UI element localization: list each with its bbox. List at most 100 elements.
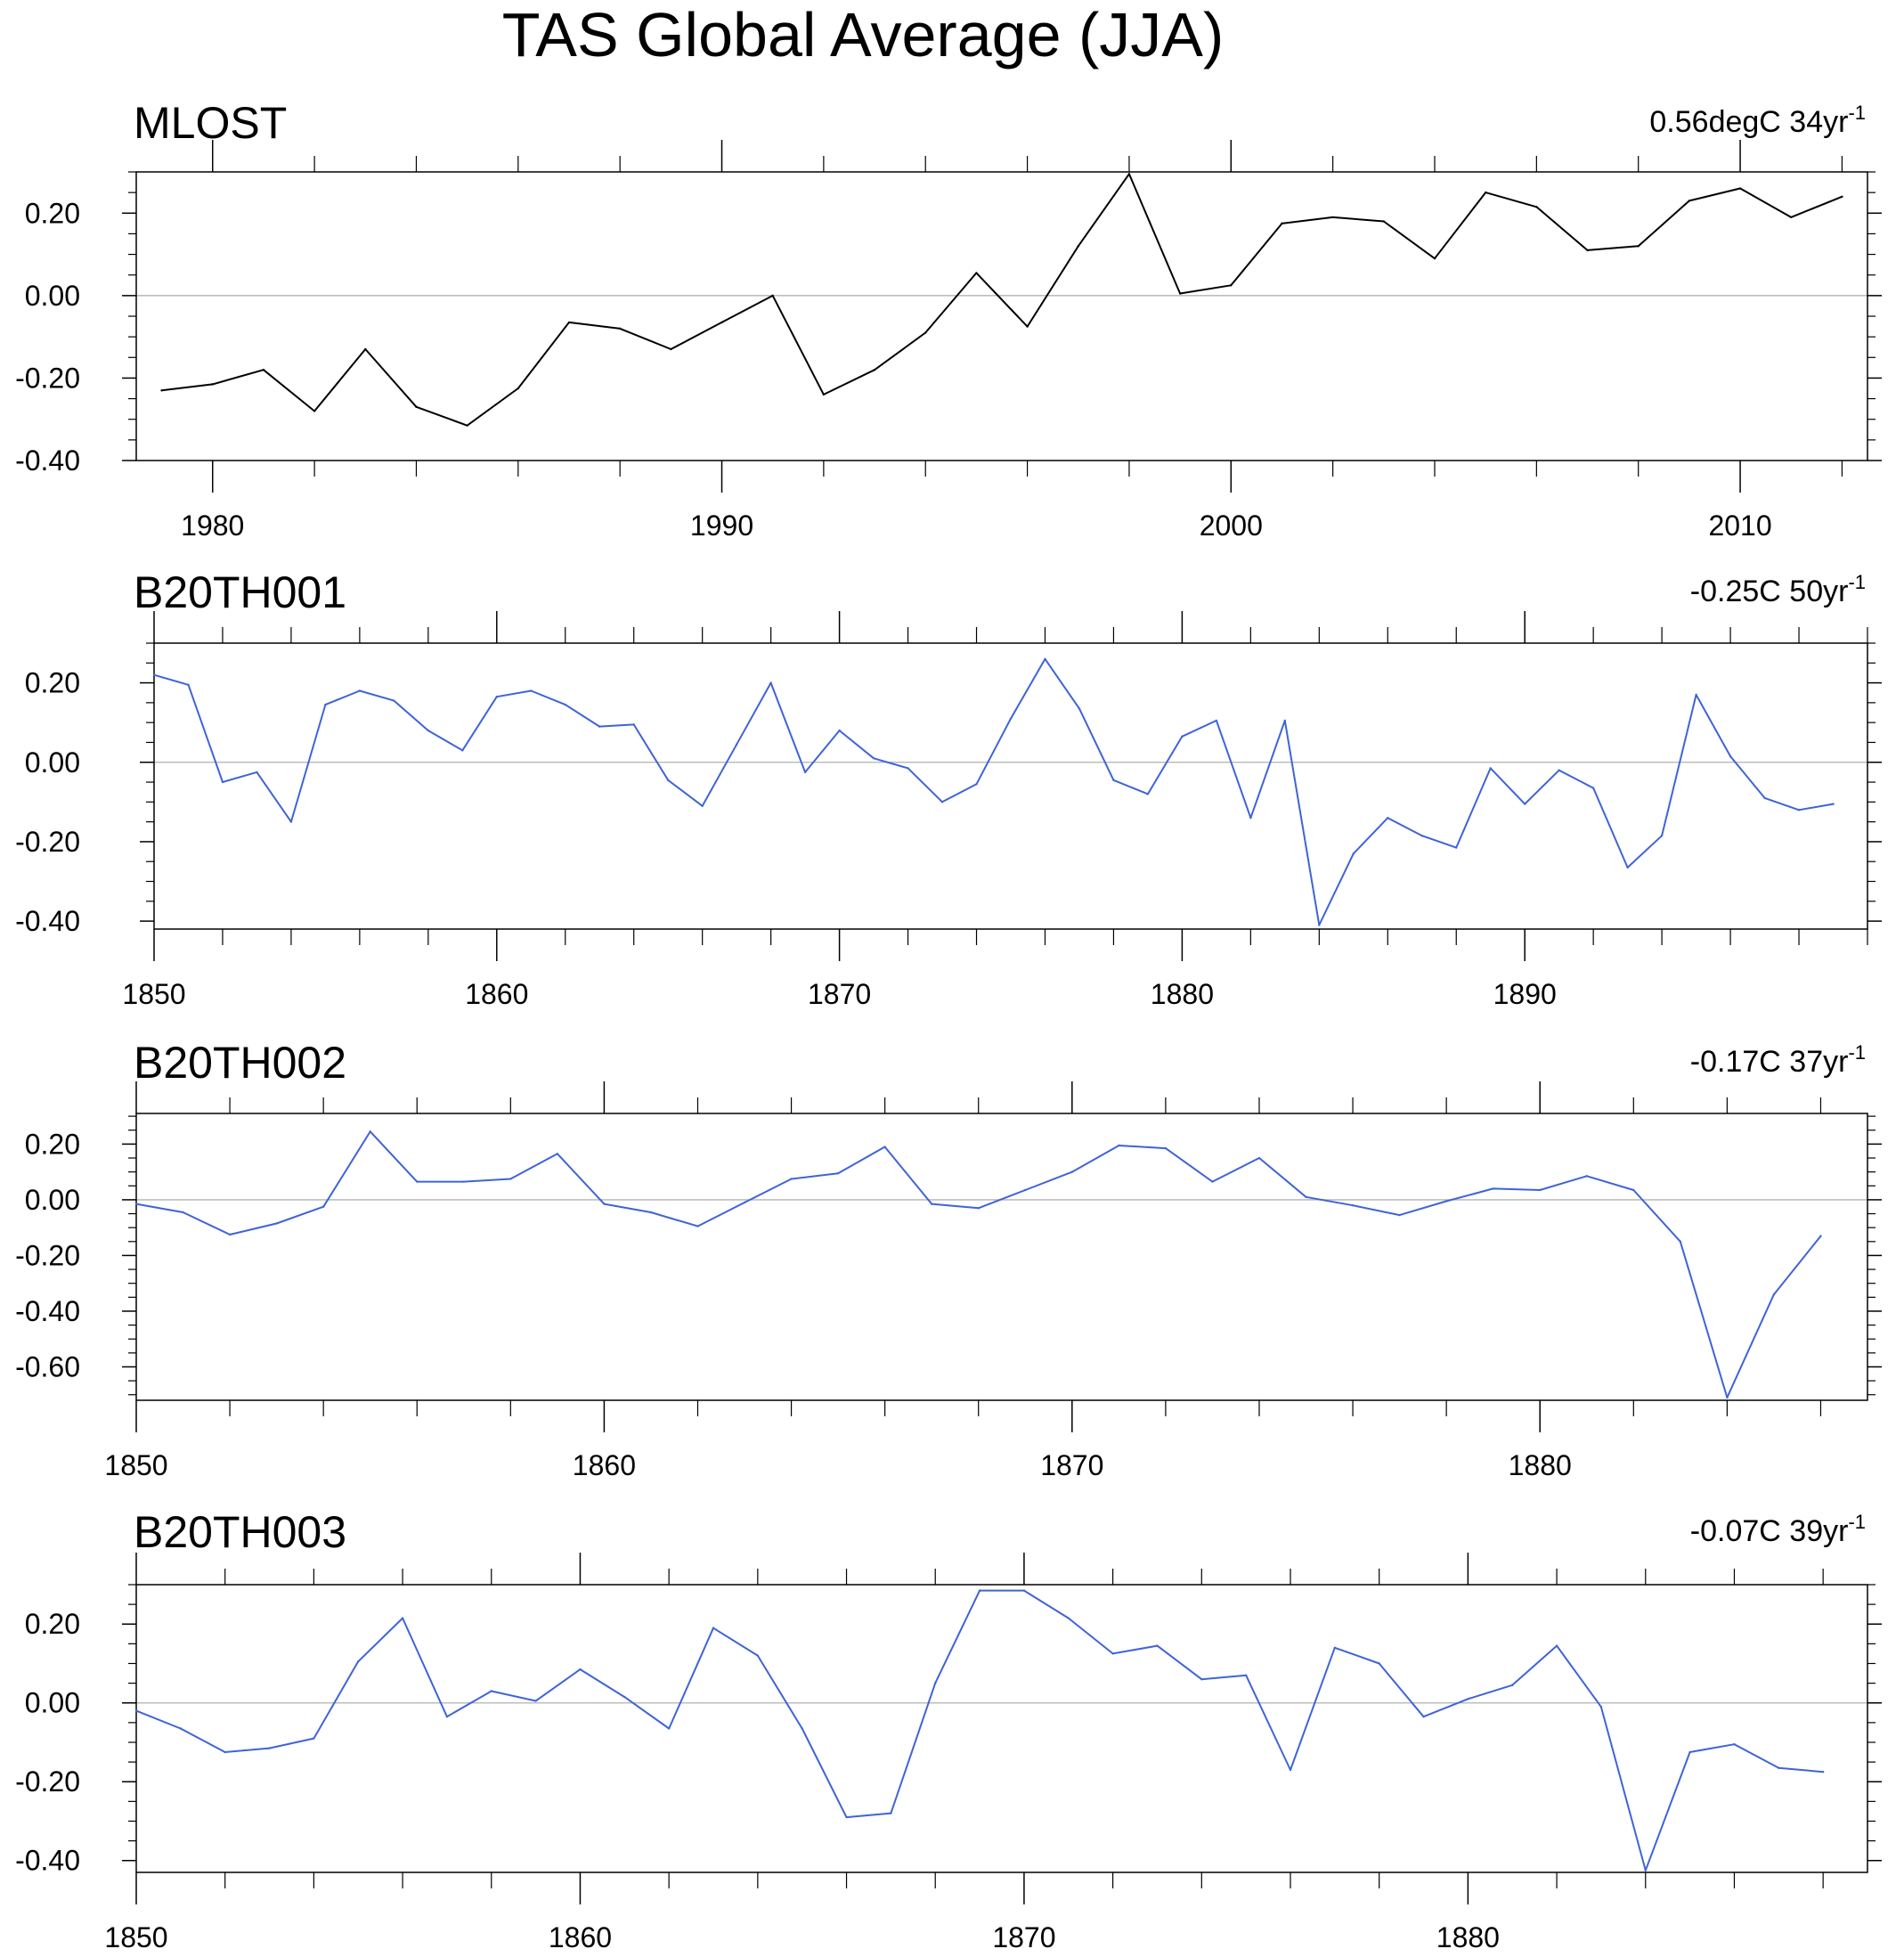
data-point	[1524, 803, 1526, 805]
data-point	[321, 1205, 325, 1208]
plot-area: 0.20 0.00 -0.20 -0.40 1850 1860 1870 1880 1890	[15, 611, 1882, 1010]
data-point	[313, 1737, 315, 1740]
plot-frame	[135, 1584, 1868, 1873]
data-point	[1455, 846, 1458, 849]
data-point	[890, 1812, 892, 1814]
panel-mlost: MLOST 0.56degC 34yr-1 0.20 0.00 -0.20 -0.40…	[15, 98, 1882, 542]
data-point	[1112, 779, 1115, 782]
data-point	[712, 1627, 715, 1629]
data-point	[1729, 754, 1732, 758]
y-tick-label: 0.20	[25, 1608, 80, 1640]
data-point	[1492, 1187, 1494, 1190]
data-point	[1178, 292, 1182, 295]
data-point	[940, 801, 944, 803]
data-point	[393, 699, 395, 702]
data-point	[1257, 1156, 1261, 1160]
data-point	[1467, 1698, 1469, 1700]
data-point	[187, 683, 190, 687]
data-point	[364, 347, 367, 351]
data-point	[769, 681, 772, 684]
y-tick-label: 0.20	[25, 667, 80, 699]
data-point	[224, 1750, 226, 1754]
data-point	[1211, 1180, 1214, 1183]
data-point	[1660, 835, 1664, 837]
data-point	[556, 1153, 559, 1155]
data-point	[401, 1617, 404, 1619]
data-point	[1679, 1240, 1682, 1244]
data-point	[1422, 1716, 1425, 1718]
y-tick-label: 0.00	[25, 280, 80, 312]
x-tick-label: 1880	[1151, 978, 1214, 1010]
panel-b20th002: B20TH002 -0.17C 37yr-1 0.20 0.00 -0.20 -0.4…	[15, 1038, 1882, 1481]
series-line	[153, 657, 1834, 926]
data-point	[667, 779, 670, 782]
data-point	[1738, 187, 1742, 190]
data-point	[1688, 1750, 1691, 1754]
data-point	[1535, 206, 1538, 208]
data-point	[1644, 1869, 1647, 1871]
panel-title: B20TH001	[134, 567, 346, 617]
y-tick-label: 0.20	[25, 197, 80, 229]
data-point	[427, 729, 430, 732]
y-tick-label: -0.40	[15, 1845, 80, 1877]
data-point	[603, 1203, 606, 1205]
data-point	[1067, 1617, 1070, 1619]
data-point	[1022, 1589, 1026, 1592]
data-point	[696, 1225, 699, 1227]
data-point	[1230, 284, 1233, 287]
trend-label: 0.56degC 34yr-1	[1649, 102, 1866, 139]
data-point	[509, 1178, 512, 1180]
data-point	[670, 347, 672, 351]
data-point	[623, 1695, 626, 1699]
y-tick-label: -0.40	[15, 905, 80, 937]
data-point	[1009, 717, 1013, 720]
data-point	[1599, 1705, 1603, 1708]
x-tick-label: 1980	[181, 510, 244, 542]
data-point	[1626, 866, 1629, 869]
data-point	[358, 689, 362, 692]
data-point	[1841, 195, 1843, 198]
data-point	[1733, 1742, 1736, 1746]
data-point	[1539, 1188, 1542, 1192]
data-point	[289, 820, 293, 823]
data-point	[1289, 1768, 1292, 1772]
data-point	[743, 1201, 746, 1204]
x-tick-label: 1860	[549, 1921, 612, 1953]
data-point	[1637, 245, 1640, 248]
data-point	[275, 1222, 278, 1225]
data-point	[1164, 1146, 1168, 1150]
y-tick-label: -0.20	[15, 1239, 80, 1271]
data-point	[1200, 1677, 1203, 1681]
data-point	[1778, 1766, 1780, 1769]
data-point	[883, 1146, 886, 1148]
data-point	[1444, 1200, 1448, 1203]
data-point	[517, 387, 520, 390]
data-point	[221, 780, 224, 784]
plot-frame	[153, 642, 1868, 930]
data-point	[462, 1180, 465, 1183]
data-point	[618, 327, 622, 330]
data-point	[1378, 1662, 1380, 1665]
series-line	[135, 1589, 1824, 1871]
data-point	[1688, 200, 1691, 202]
data-point	[490, 1690, 492, 1692]
x-tick-label: 1990	[690, 510, 753, 542]
y-tick-label: -0.20	[15, 1765, 80, 1798]
data-point	[1244, 1674, 1248, 1676]
data-point	[1283, 719, 1287, 722]
data-point	[1077, 245, 1079, 248]
data-point	[1078, 707, 1081, 710]
data-point	[1382, 220, 1386, 223]
data-point	[1420, 835, 1423, 837]
data-point	[1044, 657, 1046, 661]
data-point	[179, 1727, 183, 1730]
x-tick-label: 1850	[104, 1449, 167, 1481]
data-point	[262, 368, 265, 371]
data-point	[461, 749, 464, 752]
y-tick-label: -0.40	[15, 444, 80, 477]
trend-label: -0.07C 39yr-1	[1690, 1511, 1866, 1548]
data-point	[1790, 216, 1793, 219]
data-point	[667, 1727, 671, 1730]
y-tick-label: -0.20	[15, 362, 80, 394]
